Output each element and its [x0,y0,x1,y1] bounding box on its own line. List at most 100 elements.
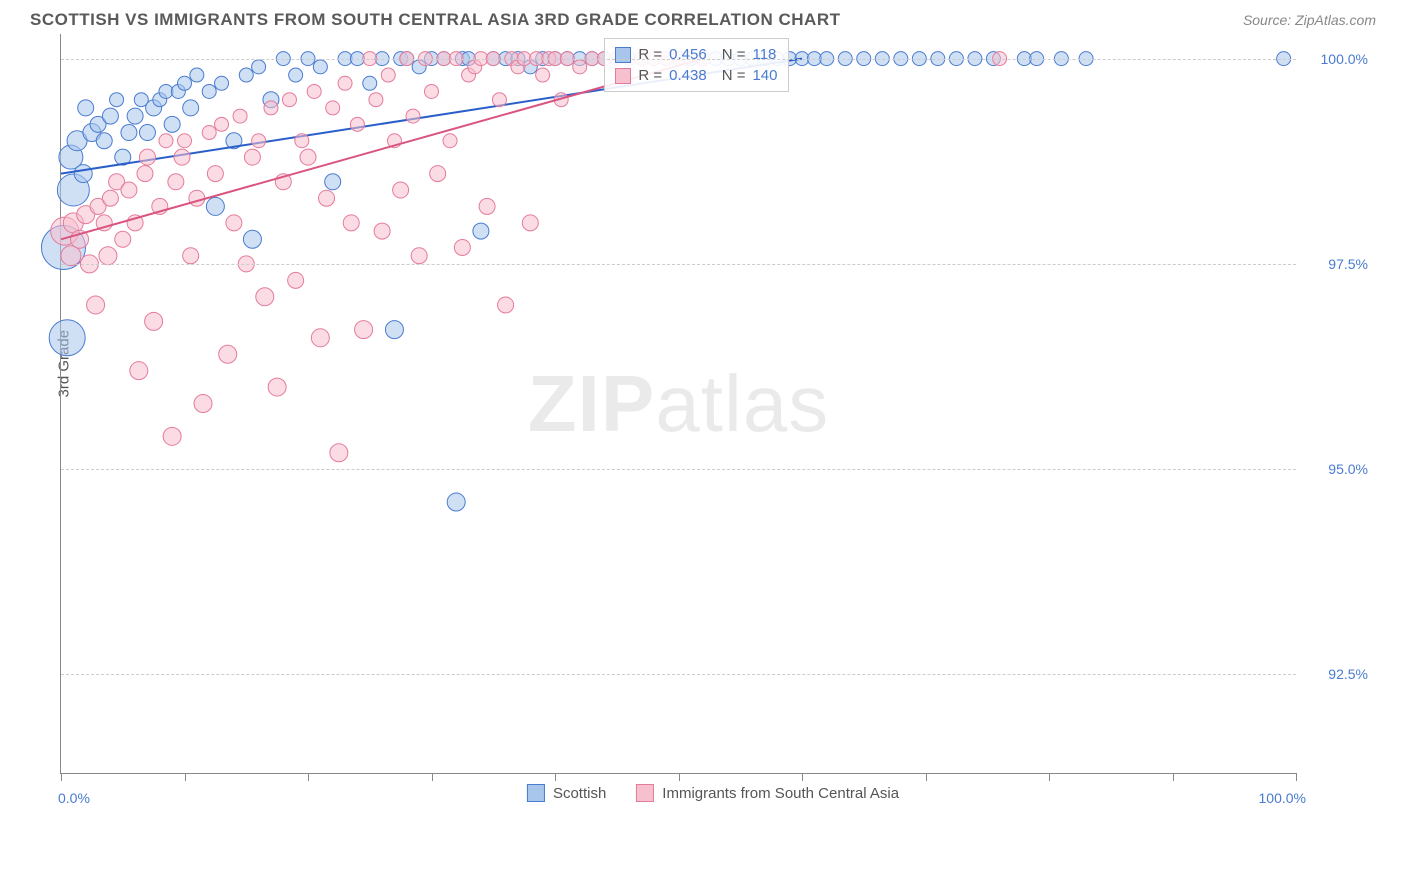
data-point [244,149,260,165]
stat-r-label: R = [638,67,662,84]
stat-r-value: 0.438 [669,67,707,84]
data-point [369,93,383,107]
data-point [264,101,278,115]
data-point [174,149,190,165]
scatter-svg [61,34,1296,773]
x-axis-max-label: 100.0% [1259,790,1306,806]
data-point [178,76,192,90]
correlation-stats-box: R =0.456N =118R =0.438N =140 [604,38,788,92]
legend-swatch [615,47,631,63]
data-point [522,215,538,231]
stat-n-label: N = [722,46,746,63]
data-point [49,320,85,356]
data-point [202,126,216,140]
stat-row: R =0.438N =140 [615,65,777,86]
x-tick [926,773,927,781]
data-point [145,312,163,330]
data-point [61,246,81,266]
data-point [350,117,364,131]
x-tick [1296,773,1297,781]
data-point [363,76,377,90]
data-point [252,60,266,74]
data-point [288,272,304,288]
data-point [178,134,192,148]
data-point [307,84,321,98]
source-label: Source: ZipAtlas.com [1243,12,1376,28]
data-point [183,100,199,116]
data-point [110,93,124,107]
x-tick [1173,773,1174,781]
data-point [164,116,180,132]
data-point [536,68,550,82]
data-point [268,378,286,396]
data-point [282,93,296,107]
data-point [183,248,199,264]
stat-n-label: N = [722,67,746,84]
legend-item: Immigrants from South Central Asia [636,784,899,802]
data-point [355,321,373,339]
plot-area: ZIPatlas R =0.456N =118R =0.438N =140 92… [60,34,1296,774]
legend-item: Scottish [527,784,606,802]
data-point [573,60,587,74]
data-point [374,223,390,239]
x-tick [432,773,433,781]
data-point [385,321,403,339]
x-axis-min-label: 0.0% [58,790,90,806]
x-tick [61,773,62,781]
legend-label: Scottish [553,785,606,802]
x-tick [802,773,803,781]
data-point [226,215,242,231]
data-point [443,134,457,148]
data-point [319,190,335,206]
data-point [295,134,309,148]
data-point [194,395,212,413]
legend: Scottish Immigrants from South Central As… [527,784,899,802]
x-tick [555,773,556,781]
y-tick-label: 100.0% [1321,51,1368,67]
data-point [411,248,427,264]
y-tick-label: 92.5% [1328,666,1368,682]
data-point [233,109,247,123]
data-point [215,117,229,131]
data-point [99,247,117,265]
data-point [473,223,489,239]
stat-r-label: R = [638,46,662,63]
data-point [139,125,155,141]
gridline [61,264,1296,265]
data-point [381,68,395,82]
stat-n-value: 118 [752,46,776,63]
data-point [139,149,155,165]
chart-title: SCOTTISH VS IMMIGRANTS FROM SOUTH CENTRA… [30,10,841,30]
x-tick [308,773,309,781]
stat-r-value: 0.456 [669,46,707,63]
data-point [215,76,229,90]
legend-label: Immigrants from South Central Asia [662,785,899,802]
chart-container: 3rd Grade ZIPatlas R =0.456N =118R =0.43… [50,34,1376,804]
data-point [239,68,253,82]
y-tick-label: 97.5% [1328,256,1368,272]
legend-swatch [636,784,654,802]
data-point [425,84,439,98]
x-tick [185,773,186,781]
data-point [243,230,261,248]
stat-row: R = 0.456 N = 118 [615,44,777,65]
data-point [137,166,153,182]
data-point [289,68,303,82]
data-point [338,76,352,90]
gridline [61,59,1296,60]
data-point [406,109,420,123]
data-point [430,166,446,182]
data-point [256,288,274,306]
data-point [78,100,94,116]
data-point [102,108,118,124]
data-point [325,174,341,190]
data-point [102,190,118,206]
data-point [498,297,514,313]
legend-swatch [615,68,631,84]
data-point [311,329,329,347]
data-point [121,125,137,141]
data-point [300,149,316,165]
data-point [121,182,137,198]
legend-swatch [527,784,545,802]
data-point [313,60,327,74]
